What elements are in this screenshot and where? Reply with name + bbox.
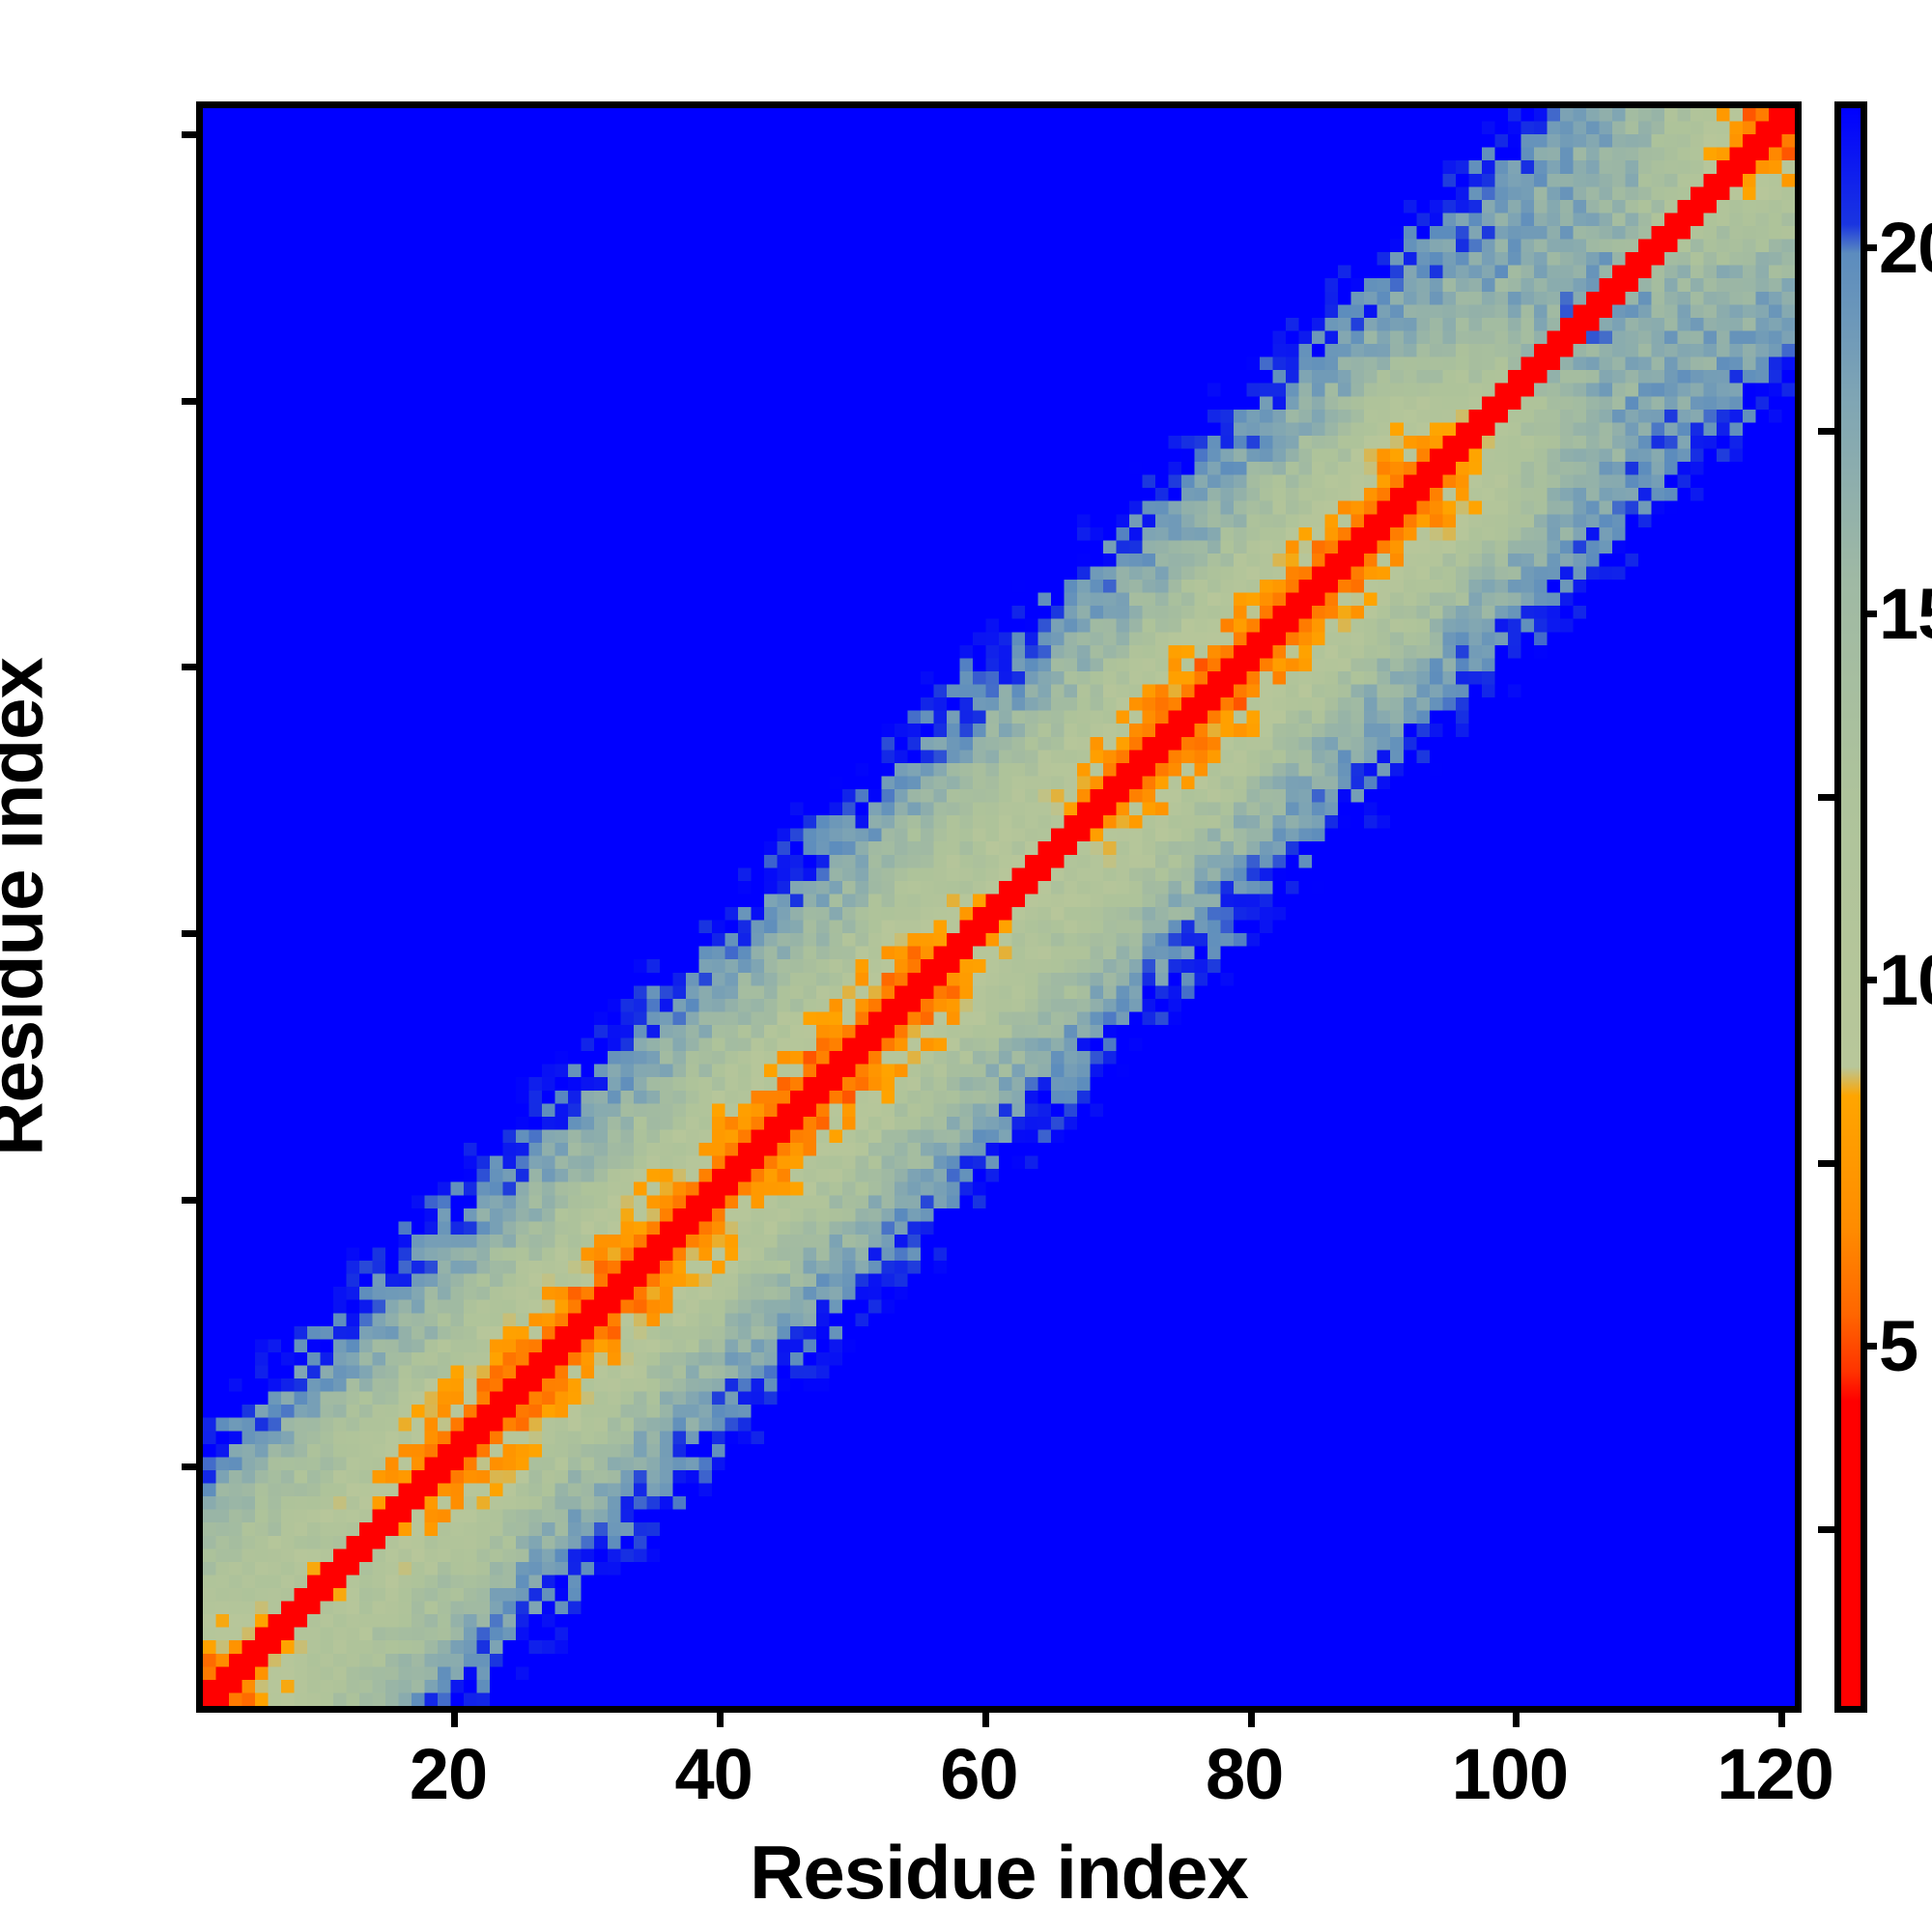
y-tick-mark (182, 397, 203, 405)
x-tick-label: 80 (1205, 1734, 1284, 1814)
x-tick-mark (1247, 1706, 1255, 1727)
y-tick-mark (182, 1463, 203, 1470)
y-tick-mark (182, 930, 203, 938)
x-tick-label: 40 (674, 1734, 753, 1814)
colorbar-minor-tick (1818, 1159, 1834, 1167)
y-axis-title: Residue index (0, 658, 59, 1156)
x-axis-title: Residue index (750, 1830, 1249, 1915)
colorbar-tick-mark (1861, 244, 1877, 252)
colorbar-tick-label: 10 (1879, 939, 1932, 1020)
colorbar-tick-mark (1861, 611, 1877, 618)
y-tick-mark (182, 131, 203, 139)
colorbar-gradient (1841, 108, 1861, 1706)
x-tick-mark (981, 1706, 989, 1727)
x-tick-label: 20 (409, 1734, 488, 1814)
colorbar-minor-tick (1818, 1525, 1834, 1533)
colorbar-tick-label: 5 (1879, 1305, 1918, 1386)
colorbar (1834, 101, 1867, 1713)
colorbar-tick-label: 20 (1879, 207, 1932, 288)
x-tick-label: 100 (1451, 1734, 1569, 1814)
x-tick-label: 120 (1717, 1734, 1833, 1814)
x-tick-label: 60 (940, 1734, 1018, 1814)
colorbar-tick-label: 15 (1879, 573, 1932, 654)
y-tick-mark (182, 1196, 203, 1204)
colorbar-tick-mark (1861, 977, 1877, 984)
x-tick-mark (1778, 1706, 1786, 1727)
distance-matrix-heatmap (203, 108, 1795, 1706)
colorbar-minor-tick (1818, 427, 1834, 435)
y-tick-mark (182, 664, 203, 671)
x-tick-mark (451, 1706, 459, 1727)
colorbar-minor-tick (1818, 793, 1834, 801)
x-tick-mark (717, 1706, 724, 1727)
colorbar-tick-mark (1861, 1343, 1877, 1350)
x-tick-mark (1513, 1706, 1520, 1727)
heatmap-plot-area (182, 101, 1802, 1727)
